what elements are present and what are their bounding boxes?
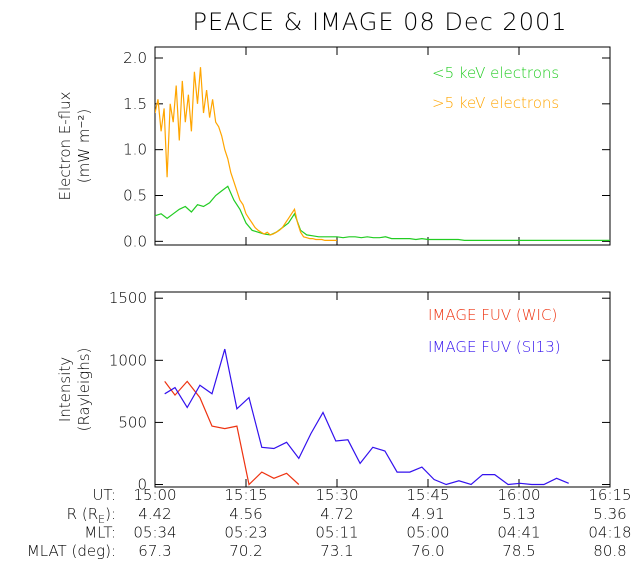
series-line	[155, 67, 337, 241]
table-cell: 4.91	[411, 505, 444, 523]
y-tick-label: 1.0	[123, 141, 147, 159]
label-part: MLT:	[84, 524, 116, 542]
x-tick-label: 16:15	[588, 486, 631, 504]
table-cell: 4.72	[320, 505, 353, 523]
series-line	[164, 348, 569, 486]
y-axis-label: (Rayleighs)	[75, 348, 93, 432]
label-part: ):	[105, 505, 116, 523]
label-part: E	[98, 513, 105, 526]
y-tick-label: 1500	[109, 289, 147, 307]
y-axis-label: (mW m⁻²)	[75, 109, 93, 183]
plot-frame	[154, 46, 611, 246]
table-cell: 04:41	[497, 524, 540, 542]
x-tick-label: 15:30	[315, 486, 358, 504]
y-tick-label: 1.5	[123, 95, 147, 113]
table-cell: 67.3	[138, 542, 171, 560]
table-row-label: MLT:	[84, 524, 116, 542]
title: PEACE & IMAGE 08 Dec 2001	[192, 8, 567, 36]
table-row-label: R (RE):	[67, 505, 116, 526]
table-cell: 05:11	[315, 524, 358, 542]
legend-label: IMAGE FUV (SI13)	[428, 338, 561, 356]
y-tick-label: 500	[118, 413, 147, 431]
y-tick-label: 0	[137, 476, 147, 494]
label-part: MLAT (deg):	[27, 542, 116, 560]
table-cell: 73.1	[320, 542, 353, 560]
y-axis-label: Electron E-flux	[56, 91, 74, 200]
legend-label: <5 keV electrons	[432, 64, 559, 82]
plot-frame	[154, 291, 611, 488]
table-cell: 4.56	[229, 505, 262, 523]
label-part: R (R	[67, 505, 98, 523]
x-tick-label: 15:15	[224, 486, 267, 504]
y-tick-label: 0.0	[123, 232, 147, 250]
table-cell: 4.42	[138, 505, 171, 523]
x-tick-label: 16:00	[497, 486, 540, 504]
x-tick-label: 15:00	[133, 486, 176, 504]
y-axis-label: Intensity	[56, 357, 74, 422]
table-cell: 70.2	[229, 542, 262, 560]
y-tick-label: 0.5	[123, 187, 147, 205]
table-cell: 5.13	[502, 505, 535, 523]
legend-label: IMAGE FUV (WIC)	[428, 306, 557, 324]
x-tick-label: 15:45	[406, 486, 449, 504]
table-cell: 5.36	[593, 505, 626, 523]
y-tick-label: 2.0	[123, 49, 147, 67]
series-line	[155, 185, 610, 241]
table-row-label: MLAT (deg):	[27, 542, 116, 560]
y-tick-label: 1000	[109, 351, 147, 369]
table-cell: 76.0	[411, 542, 444, 560]
table-cell: 04:18	[588, 524, 631, 542]
table-cell: 05:00	[406, 524, 449, 542]
series-line	[164, 380, 300, 486]
legend-label: >5 keV electrons	[432, 94, 559, 112]
table-cell: 05:23	[224, 524, 267, 542]
table-row-label: UT:	[92, 486, 116, 504]
table-cell: 80.8	[593, 542, 626, 560]
table-cell: 78.5	[502, 542, 535, 560]
table-cell: 05:34	[133, 524, 176, 542]
